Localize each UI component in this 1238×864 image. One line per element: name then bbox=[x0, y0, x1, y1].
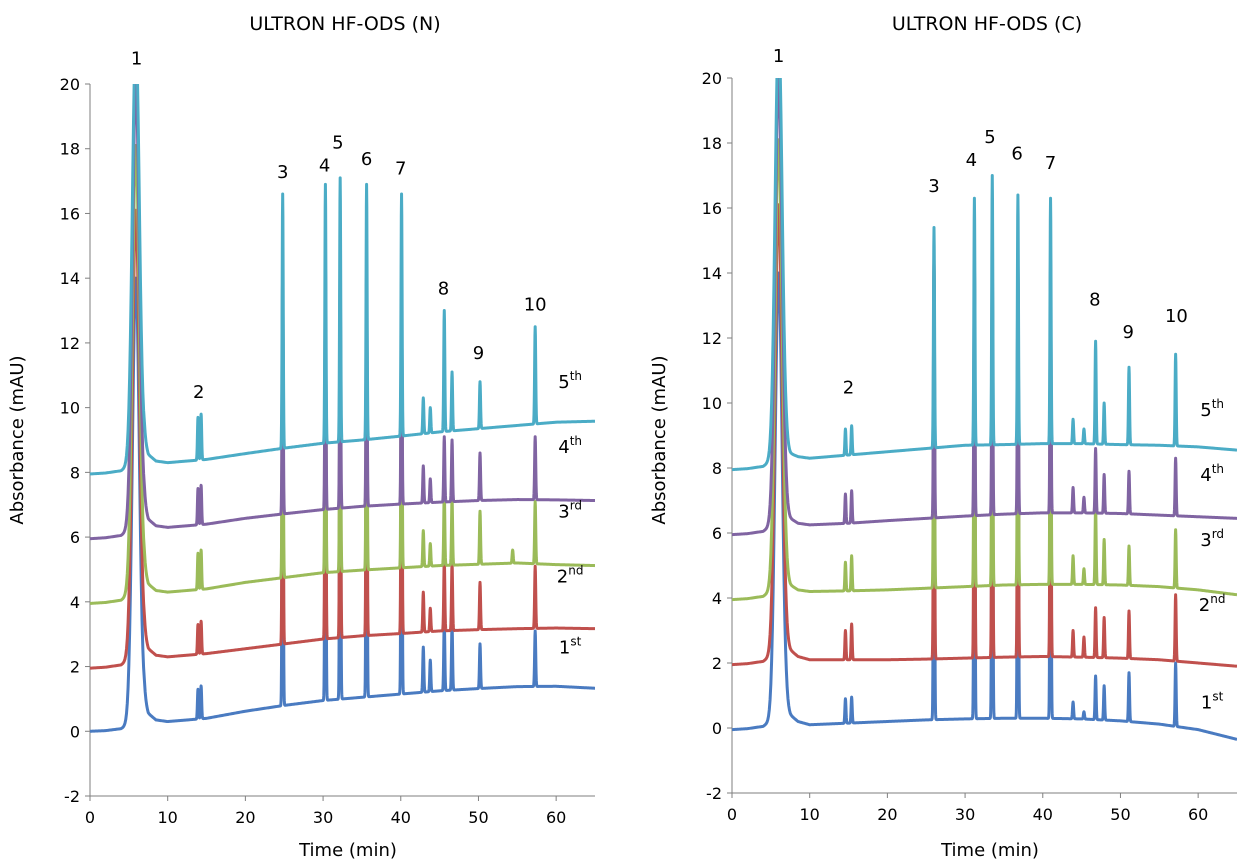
run-label: 4th bbox=[1200, 462, 1224, 486]
peak-label: 4 bbox=[966, 150, 977, 171]
y-tick-label: 18 bbox=[702, 134, 722, 153]
y-tick-label: -2 bbox=[706, 784, 722, 803]
x-tick-label: 30 bbox=[313, 808, 333, 827]
peak-label: 2 bbox=[843, 377, 854, 398]
peak-label: 10 bbox=[524, 295, 547, 316]
x-axis-label: Time (min) bbox=[298, 840, 397, 861]
annotations: 1st 2nd 3rd 4th 5th 1 2 3 456 7 8 9 10 bbox=[131, 49, 584, 659]
peak-label: 1 bbox=[131, 49, 142, 70]
x-tick-label: 50 bbox=[1110, 805, 1130, 824]
peak-label: 3 bbox=[928, 176, 939, 197]
y-tick-label: 10 bbox=[60, 399, 80, 418]
traces bbox=[732, 78, 1237, 741]
chart-panel-n: ULTRON HF-ODS (N) Absorbance (mAU) Time … bbox=[7, 13, 595, 861]
axes: -2 0 2 4 6 8 10 12 14 16 18 20 0 10 20 30 40 50 60 bbox=[60, 75, 595, 827]
axes: -2 0 2 4 6 8 10 12 14 16 18 20 0 10 20 30 40 50 60 bbox=[702, 69, 1237, 824]
run-label: 2nd bbox=[557, 563, 584, 587]
x-tick-label: 40 bbox=[391, 808, 411, 827]
x-tick-label: 60 bbox=[546, 808, 566, 827]
run-label: 1st bbox=[1201, 690, 1224, 714]
trace-run-1 bbox=[732, 255, 1237, 741]
trace-run-5 bbox=[90, 84, 595, 476]
trace-run-3 bbox=[90, 143, 595, 605]
chart-title: ULTRON HF-ODS (C) bbox=[892, 13, 1082, 35]
y-tick-label: 14 bbox=[702, 264, 722, 283]
peak-label: 6 bbox=[361, 149, 372, 170]
y-tick-label: 12 bbox=[60, 334, 80, 353]
y-axis-label: Absorbance (mAU) bbox=[7, 355, 28, 524]
y-tick-label: 16 bbox=[702, 199, 722, 218]
peak-label: 10 bbox=[1165, 306, 1188, 327]
x-tick-label: 10 bbox=[158, 808, 178, 827]
y-tick-label: 0 bbox=[712, 719, 722, 738]
x-tick-label: 40 bbox=[1033, 805, 1053, 824]
x-tick-label: 20 bbox=[235, 808, 255, 827]
x-tick-label: 10 bbox=[800, 805, 820, 824]
y-tick-label: 12 bbox=[702, 329, 722, 348]
y-tick-label: 2 bbox=[70, 658, 80, 677]
y-tick-label: 8 bbox=[70, 463, 80, 482]
x-axis-label: Time (min) bbox=[940, 840, 1039, 861]
y-tick-label: 20 bbox=[702, 69, 722, 88]
x-tick-label: 30 bbox=[955, 805, 975, 824]
y-tick-label: 6 bbox=[712, 524, 722, 543]
run-label: 3rd bbox=[1200, 527, 1224, 551]
trace-run-5 bbox=[732, 78, 1237, 472]
chart-panel-c: ULTRON HF-ODS (C) Absorbance (mAU) Time … bbox=[649, 13, 1237, 861]
annotations: 1st 2nd 3rd 4th 5th 1 2 3 456 7 8 9 10 bbox=[773, 46, 1226, 714]
run-label: 5th bbox=[558, 369, 582, 393]
y-tick-label: 18 bbox=[60, 140, 80, 159]
run-label: 4th bbox=[558, 434, 582, 458]
trace-run-4 bbox=[732, 78, 1237, 537]
peak-label: 7 bbox=[1045, 153, 1056, 174]
y-tick-label: -2 bbox=[64, 787, 80, 806]
y-tick-label: 4 bbox=[712, 589, 722, 608]
run-label: 5th bbox=[1200, 397, 1224, 421]
peak-label: 8 bbox=[1089, 290, 1100, 311]
peak-label: 9 bbox=[1123, 322, 1134, 343]
x-tick-label: 60 bbox=[1188, 805, 1208, 824]
y-tick-label: 14 bbox=[60, 269, 80, 288]
x-tick-label: 50 bbox=[468, 808, 488, 827]
y-tick-label: 10 bbox=[702, 394, 722, 413]
peak-label: 4 bbox=[319, 155, 330, 176]
peak-label: 3 bbox=[277, 162, 288, 183]
traces bbox=[90, 84, 595, 733]
y-tick-label: 8 bbox=[712, 459, 722, 478]
peak-label: 1 bbox=[773, 46, 784, 67]
peak-label: 5 bbox=[332, 133, 343, 154]
chart-title: ULTRON HF-ODS (N) bbox=[249, 13, 440, 35]
x-tick-label: 0 bbox=[85, 808, 95, 827]
run-label: 2nd bbox=[1199, 592, 1226, 616]
peak-label: 5 bbox=[984, 127, 995, 148]
y-tick-label: 6 bbox=[70, 528, 80, 547]
y-tick-label: 4 bbox=[70, 593, 80, 612]
peak-label: 9 bbox=[473, 343, 484, 364]
peak-label: 6 bbox=[1011, 143, 1022, 164]
y-tick-label: 20 bbox=[60, 75, 80, 94]
trace-run-3 bbox=[732, 138, 1237, 602]
trace-run-2 bbox=[732, 203, 1237, 668]
run-label: 1st bbox=[559, 635, 582, 659]
x-tick-label: 20 bbox=[877, 805, 897, 824]
run-label: 3rd bbox=[558, 499, 582, 523]
y-axis-label: Absorbance (mAU) bbox=[649, 355, 670, 524]
y-tick-label: 0 bbox=[70, 722, 80, 741]
y-tick-label: 16 bbox=[60, 204, 80, 223]
peak-label: 8 bbox=[438, 278, 449, 299]
peak-label: 2 bbox=[193, 382, 204, 403]
peak-label: 7 bbox=[395, 159, 406, 180]
x-tick-label: 0 bbox=[727, 805, 737, 824]
y-tick-label: 2 bbox=[712, 654, 722, 673]
